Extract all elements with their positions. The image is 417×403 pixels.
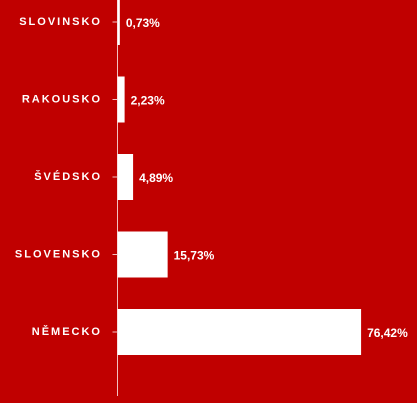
category-label: RAKOUSKO: [22, 93, 102, 105]
category-label: SLOVENSKO: [15, 248, 102, 260]
bar: [117, 0, 120, 45]
bar: [117, 154, 134, 200]
bar: [117, 309, 362, 355]
category-label: SLOVINSKO: [19, 16, 102, 28]
value-label: 4,89%: [139, 171, 173, 185]
bar: [117, 76, 125, 123]
bar: [117, 231, 168, 278]
value-label: 15,73%: [174, 249, 215, 263]
value-label: 2,23%: [131, 94, 165, 108]
value-label: 0,73%: [126, 16, 160, 30]
category-label: NĚMECKO: [32, 325, 102, 338]
value-label: 76,42%: [367, 326, 408, 340]
category-label: ŠVÉDSKO: [34, 170, 102, 183]
